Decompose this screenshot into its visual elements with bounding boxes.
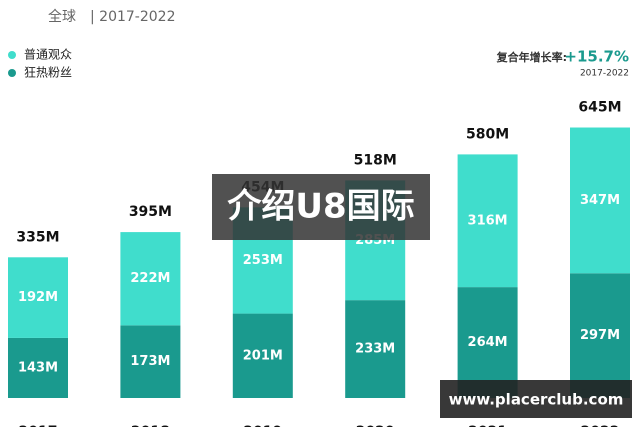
legend-label: 狂热粉丝: [24, 66, 72, 80]
x-tick-label: 2019: [243, 424, 282, 427]
legend-label: 普通观众: [24, 48, 72, 62]
total-label: 645M: [578, 100, 621, 116]
legend-swatch: [8, 51, 16, 59]
overlay-text: 介绍U8国际: [227, 187, 414, 227]
value-label: 347M: [580, 193, 620, 208]
bar-segment: [120, 325, 181, 398]
value-label: 192M: [18, 290, 58, 305]
x-tick-label: 2022: [581, 424, 620, 427]
overlay-box: [212, 174, 430, 240]
value-label: 316M: [468, 213, 508, 228]
bar-segment: [8, 257, 68, 338]
value-label: 201M: [243, 348, 283, 363]
bar-segment: [457, 154, 518, 288]
bar-segment: [570, 273, 630, 398]
total-label: 518M: [354, 152, 397, 168]
cagr-period: 2017-2022: [580, 69, 629, 79]
value-label: 264M: [468, 335, 508, 350]
bar-segment: [120, 232, 181, 326]
cagr-label: 复合年增长率:: [496, 50, 567, 64]
total-label: 335M: [16, 229, 59, 245]
x-tick-label: 2017: [19, 424, 58, 427]
value-label: 173M: [130, 354, 170, 369]
bar-segment: [345, 300, 406, 398]
period: | 2017-2022: [90, 9, 175, 25]
bar-segment: [457, 287, 518, 398]
value-label: 143M: [18, 360, 58, 375]
x-tick-label: 2020: [356, 424, 395, 427]
value-label: 233M: [355, 342, 395, 357]
subtitle: 全球: [48, 8, 76, 25]
value-label: 222M: [130, 271, 170, 286]
bar-segment: [8, 337, 68, 398]
bar-segment: [232, 313, 293, 398]
value-label: 297M: [580, 328, 620, 343]
value-label: 253M: [243, 253, 283, 268]
cagr-value: +15.7%: [564, 48, 629, 66]
watermark: www.placerclub.com: [449, 391, 624, 409]
total-label: 580M: [466, 126, 509, 142]
watermark-box: [440, 380, 632, 418]
x-tick-label: 2021: [468, 424, 507, 427]
bar-segment: [570, 127, 630, 274]
total-label: 395M: [129, 204, 172, 220]
legend-swatch: [8, 69, 16, 77]
x-tick-label: 2018: [131, 424, 170, 427]
